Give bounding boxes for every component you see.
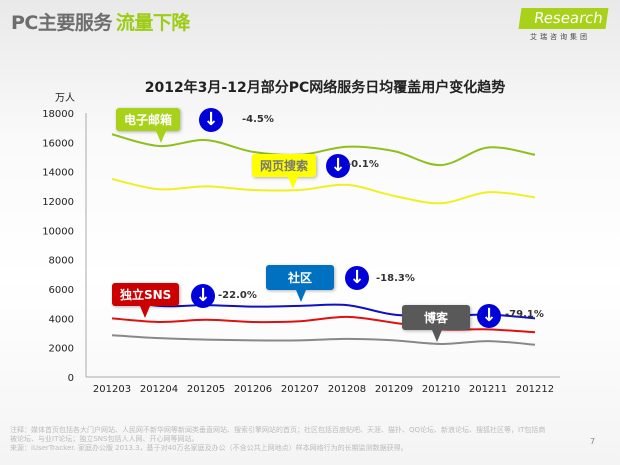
- x-tick-label: 201210: [422, 384, 460, 395]
- x-tick-label: 201208: [328, 384, 366, 395]
- down-arrow-icon: ↓: [199, 108, 223, 132]
- down-arrow-icon: ↓: [191, 284, 215, 308]
- callout-email: 电子邮箱: [116, 108, 181, 143]
- y-axis-label: 万人: [55, 92, 75, 104]
- series-line-博客: [111, 334, 536, 346]
- series-line-独立SNS: [111, 315, 536, 334]
- x-tick-label: 201206: [234, 384, 272, 395]
- footnote: 注释：媒体首页包括各大门户网站、人民网不新华网等新闻类垂直网站、搜索引擎网站的首…: [10, 426, 546, 452]
- series-line-电子邮箱: [111, 133, 536, 167]
- down-arrow-icon: ↓: [477, 304, 501, 328]
- page-number: 7: [590, 437, 596, 446]
- change-email: -4.5%: [242, 114, 274, 125]
- callout-search: 网页搜索: [252, 154, 317, 189]
- x-tick-label: 201204: [140, 384, 178, 395]
- y-tick-label: 16000: [42, 138, 74, 149]
- change-sns: -22.0%: [218, 290, 257, 301]
- y-tick-label: 14000: [42, 168, 74, 179]
- callout-blog: 博客: [402, 305, 471, 342]
- y-tick-label: 12000: [42, 197, 74, 208]
- down-arrow-icon: ↓: [345, 266, 369, 290]
- y-tick-label: 2000: [49, 344, 74, 355]
- x-tick-label: 201211: [469, 384, 507, 395]
- y-tick-label: 0: [68, 373, 74, 384]
- page-title: PC主要服务 流量下降: [11, 12, 190, 34]
- y-tick-label: 10000: [42, 226, 74, 237]
- chart-title: 2012年3月-12月部分PC网络服务日均覆盖用户变化趋势: [144, 80, 506, 96]
- change-blog: -79.1%: [505, 309, 544, 320]
- callout-community: 社区: [266, 265, 335, 302]
- change-search: -0.1%: [347, 159, 379, 170]
- y-tick-label: 4000: [49, 314, 74, 325]
- x-tick-label: 201209: [375, 384, 413, 395]
- series-line-网页搜索: [111, 178, 536, 205]
- y-tick-label: 18000: [42, 109, 74, 120]
- x-tick-label: 201205: [187, 384, 225, 395]
- change-community: -18.3%: [376, 273, 415, 284]
- iresearch-logo: iResearch艾瑞咨询集团: [518, 8, 610, 42]
- x-tick-label: 201203: [93, 384, 131, 395]
- x-tick-label: 201207: [281, 384, 319, 395]
- y-tick-label: 8000: [49, 256, 74, 267]
- x-tick-label: 201212: [516, 384, 554, 395]
- callout-sns: 独立SNS: [112, 283, 180, 318]
- y-tick-label: 6000: [49, 285, 74, 296]
- down-arrow-icon: ↓: [326, 154, 350, 178]
